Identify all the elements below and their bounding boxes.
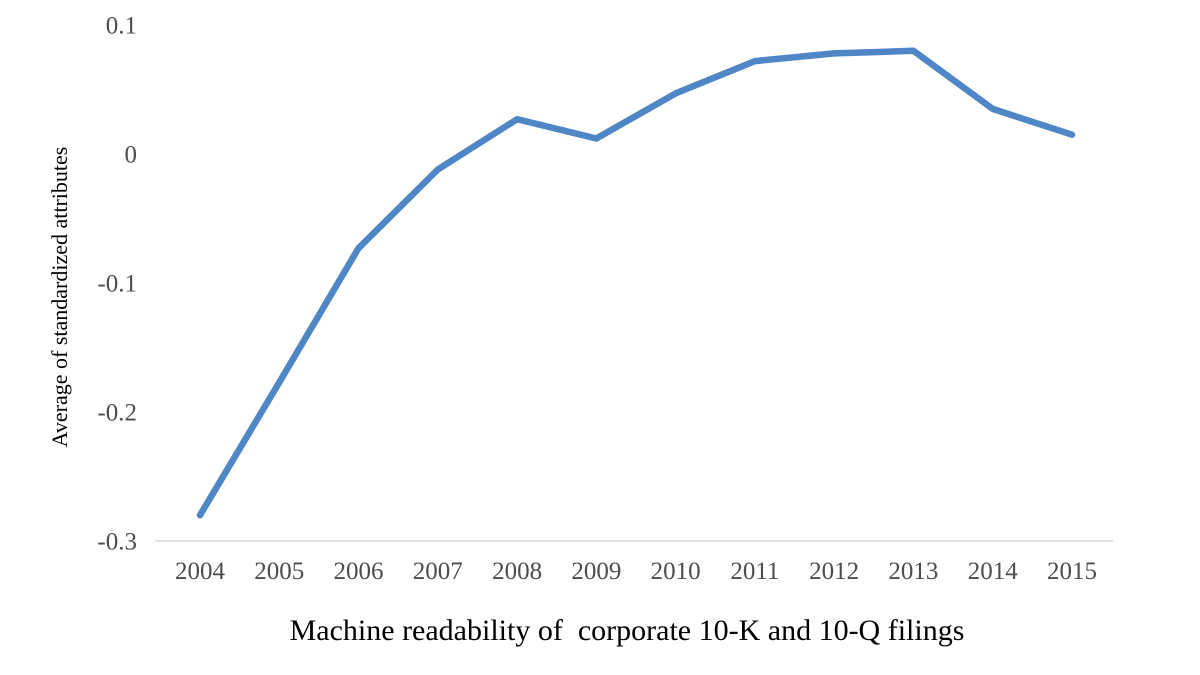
x-tick-label: 2010 bbox=[651, 558, 701, 585]
x-tick-label: 2011 bbox=[730, 558, 779, 585]
x-tick-label: 2013 bbox=[888, 558, 938, 585]
x-tick-label: 2009 bbox=[571, 558, 621, 585]
y-tick-label: -0.3 bbox=[97, 529, 137, 556]
x-tick-label: 2015 bbox=[1047, 558, 1097, 585]
x-tick-label: 2006 bbox=[334, 558, 384, 585]
y-axis-title: Average of standardized attributes bbox=[47, 146, 72, 448]
x-tick-label: 2014 bbox=[968, 558, 1019, 585]
x-axis-title: Machine readability of corporate 10-K an… bbox=[289, 614, 965, 647]
data-line-series bbox=[196, 47, 1076, 519]
y-tick-label: 0.1 bbox=[106, 13, 137, 40]
y-tick-label: -0.2 bbox=[97, 400, 137, 427]
y-tick-label: -0.1 bbox=[97, 271, 137, 298]
x-tick-label: 2005 bbox=[254, 558, 304, 585]
x-tick-label: 2008 bbox=[492, 558, 542, 585]
x-tick-label: 2004 bbox=[175, 558, 226, 585]
x-tick-label: 2007 bbox=[413, 558, 463, 585]
y-tick-label: 0 bbox=[125, 142, 138, 169]
x-tick-label: 2012 bbox=[809, 558, 859, 585]
